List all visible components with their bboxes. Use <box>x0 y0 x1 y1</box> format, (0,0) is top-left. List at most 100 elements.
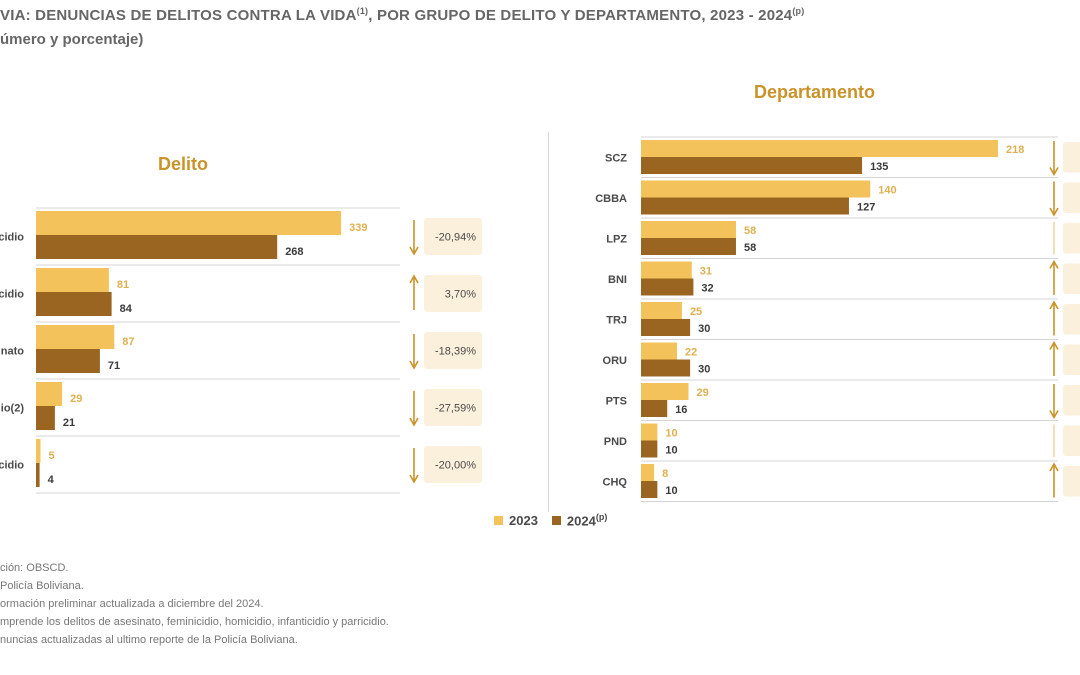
chart-subtitle: úmero y porcentaje) <box>0 31 144 48</box>
legend-label-2024-sup: (p) <box>595 512 608 522</box>
delito-value-2024-0: 268 <box>285 246 303 258</box>
delito-value-2023-3: 29 <box>70 393 82 405</box>
depto-trend-arrow-5-head <box>1049 340 1059 350</box>
delito-variation-label-3: -27,59% <box>435 403 476 415</box>
depto-value-2023-3: 31 <box>700 266 712 278</box>
depto-variation-box-6 <box>1063 385 1080 416</box>
departamento-section-title: Departamento <box>754 82 876 102</box>
delito-trend-arrow-2-head <box>409 360 419 370</box>
depto-bar-2023-1 <box>641 180 871 198</box>
delito-value-2023-4: 5 <box>49 450 55 462</box>
depto-value-2023-7: 10 <box>665 428 677 440</box>
depto-trend-arrow-0-head <box>1049 167 1059 177</box>
depto-trend-arrow-3-head <box>1049 259 1059 269</box>
delito-category-label-4: cidio <box>0 460 24 472</box>
depto-value-2024-2: 58 <box>744 242 756 254</box>
depto-value-2024-3: 32 <box>701 283 713 295</box>
title-main: VIA: DENUNCIAS DE DELITOS CONTRA LA VIDA <box>0 7 357 24</box>
depto-value-2024-7: 10 <box>665 445 677 457</box>
depto-value-2024-6: 16 <box>675 404 687 416</box>
footnote-comprises: mprende los delitos de asesinato, femini… <box>0 616 389 628</box>
depto-value-2023-8: 8 <box>662 468 668 480</box>
delito-value-2024-2: 71 <box>108 360 120 372</box>
title-main-sup: (1) <box>356 6 369 16</box>
depto-bar-2023-2 <box>641 221 736 238</box>
depto-value-2024-0: 135 <box>870 161 888 173</box>
delito-value-2024-4: 4 <box>48 474 55 486</box>
delito-bar-2024-1 <box>36 292 112 316</box>
delito-category-label-2: nato <box>1 346 25 358</box>
depto-bar-2024-3 <box>641 278 694 296</box>
chart-legend: 2023 2024(p) <box>494 512 607 528</box>
depto-trend-arrow-6-head <box>1049 410 1059 420</box>
delito-category-label-3: io(2) <box>1 403 25 415</box>
delito-bar-2023-2 <box>36 325 115 349</box>
depto-category-label-2: LPZ <box>606 233 627 245</box>
depto-value-2024-1: 127 <box>857 202 875 214</box>
delito-category-label-0: cidio <box>0 232 24 244</box>
depto-bar-2024-5 <box>641 359 691 377</box>
depto-bar-2023-0 <box>641 140 998 157</box>
depto-category-label-4: TRJ <box>606 314 627 326</box>
delito-value-2023-1: 81 <box>117 279 129 291</box>
depto-bar-2024-6 <box>641 400 668 417</box>
delito-value-2023-0: 339 <box>349 222 367 234</box>
depto-bar-2023-7 <box>641 423 658 441</box>
footnote-preliminary: ormación preliminar actualizada a diciem… <box>0 598 264 610</box>
depto-variation-box-7 <box>1063 425 1080 456</box>
delito-trend-arrow-3-head <box>409 417 419 427</box>
legend-label-2024: 2024(p) <box>567 512 607 528</box>
depto-bar-2023-6 <box>641 383 689 400</box>
depto-category-label-1: CBBA <box>595 193 627 205</box>
depto-category-label-3: BNI <box>608 274 627 286</box>
depto-variation-box-1 <box>1063 182 1080 213</box>
panel-divider <box>548 132 549 512</box>
depto-variation-box-8 <box>1063 466 1080 497</box>
depto-category-label-7: PND <box>604 436 627 448</box>
legend-swatch-2023 <box>494 515 503 525</box>
title-rest-sup: (p) <box>792 6 805 16</box>
chart-title: VIA: DENUNCIAS DE DELITOS CONTRA LA VIDA… <box>0 6 804 24</box>
legend-label-2023: 2023 <box>509 512 538 528</box>
delito-value-2024-1: 84 <box>120 303 133 315</box>
depto-bar-2024-2 <box>641 238 736 255</box>
depto-bar-2024-7 <box>641 440 658 458</box>
depto-bar-2023-5 <box>641 342 678 360</box>
delito-variation-label-1: 3,70% <box>445 289 476 301</box>
delito-variation-box-3 <box>424 389 482 426</box>
depto-variation-box-2 <box>1063 223 1080 254</box>
depto-category-label-6: PTS <box>606 395 627 407</box>
depto-bar-2024-8 <box>641 481 658 498</box>
depto-trend-arrow-4-head <box>1049 300 1059 310</box>
footnote-source: ción: OBSCD. <box>0 562 69 574</box>
delito-bar-2023-0 <box>36 211 342 235</box>
delito-section-title: Delito <box>158 154 209 174</box>
legend-label-2024-text: 2024 <box>566 513 596 529</box>
delito-value-2024-3: 21 <box>63 417 75 429</box>
depto-bar-2024-1 <box>641 197 849 215</box>
delito-bar-2023-3 <box>36 382 63 406</box>
depto-value-2023-2: 58 <box>744 225 756 237</box>
depto-value-2024-8: 10 <box>665 485 677 497</box>
depto-value-2024-5: 30 <box>698 364 710 376</box>
depto-variation-box-4 <box>1063 304 1080 335</box>
delito-variation-label-4: -20,00% <box>435 460 476 472</box>
delito-trend-arrow-1-head <box>409 274 419 284</box>
delito-value-2023-2: 87 <box>122 336 134 348</box>
depto-value-2023-5: 22 <box>685 347 697 359</box>
delito-bar-2024-0 <box>36 235 278 259</box>
depto-bar-2024-0 <box>641 157 863 174</box>
delito-bar-2023-1 <box>36 268 109 292</box>
delito-variation-box-0 <box>424 218 482 255</box>
depto-value-2023-1: 140 <box>878 185 896 197</box>
depto-variation-box-3 <box>1063 263 1080 294</box>
depto-value-2024-4: 30 <box>698 323 710 335</box>
depto-value-2023-6: 29 <box>696 387 708 399</box>
depto-value-2023-0: 218 <box>1006 144 1024 156</box>
delito-category-label-1: cidio <box>0 289 24 301</box>
depto-bar-2024-4 <box>641 319 691 336</box>
depto-trend-arrow-1-head <box>1049 207 1059 217</box>
depto-variation-box-5 <box>1063 344 1080 375</box>
depto-category-label-8: CHQ <box>603 476 628 488</box>
delito-bar-2024-3 <box>36 406 55 430</box>
